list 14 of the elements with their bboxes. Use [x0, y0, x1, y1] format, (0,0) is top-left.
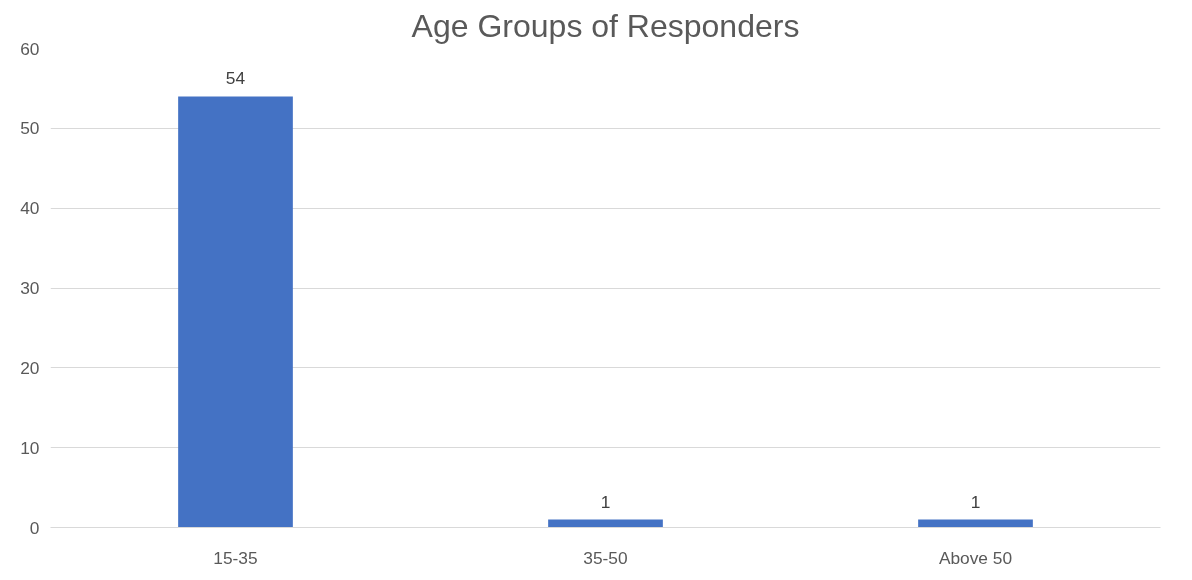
y-tick-label: 40: [20, 198, 40, 219]
x-tick-label: 15-35: [213, 547, 258, 568]
y-tick-label: 0: [29, 517, 40, 538]
chart-title: Age Groups of Responders: [411, 7, 800, 44]
data-label: 1: [970, 491, 981, 512]
data-label: 54: [225, 68, 246, 89]
x-tick-label: 35-50: [583, 547, 628, 568]
data-label: 1: [600, 491, 611, 512]
y-tick-label: 10: [20, 437, 40, 458]
x-tick-label: Above 50: [938, 547, 1013, 568]
y-tick-label: 30: [20, 278, 40, 298]
y-tick-label: 60: [20, 38, 40, 59]
y-tick-label: 20: [20, 357, 40, 378]
y-tick-label: 50: [20, 118, 40, 139]
